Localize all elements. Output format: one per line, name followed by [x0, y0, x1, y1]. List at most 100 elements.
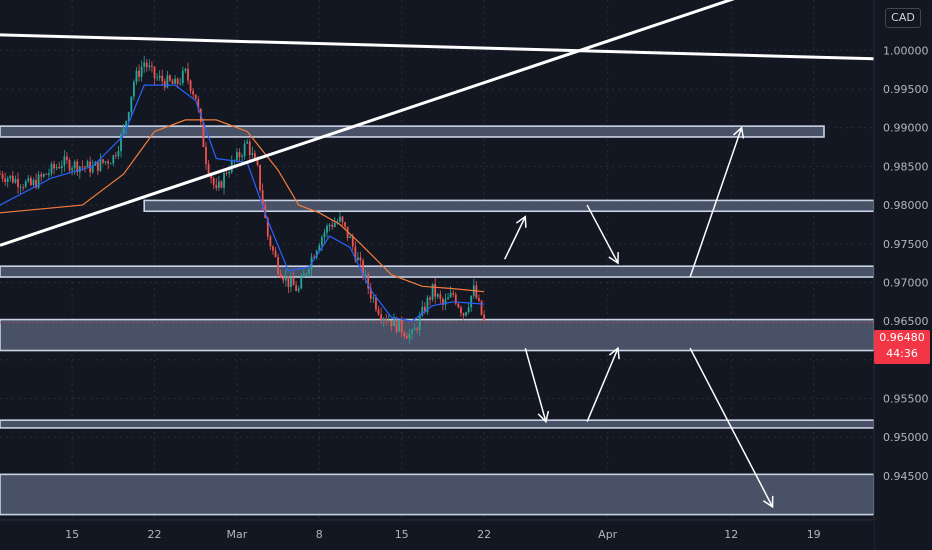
candle-body [320, 237, 323, 246]
projection-arrow [586, 347, 619, 423]
price-axis [874, 0, 932, 550]
candle-body [215, 184, 218, 189]
candle-body [423, 306, 426, 313]
candle-body [84, 166, 86, 168]
candle-body [202, 122, 205, 148]
candle-body [462, 313, 465, 316]
y-tick-label: 0.98500 [883, 160, 929, 173]
projection-arrowhead [537, 410, 550, 424]
candle-body [174, 78, 176, 84]
sr-zone [0, 419, 875, 429]
candle-body [153, 66, 156, 79]
candle-body [475, 285, 478, 299]
candle-body [145, 62, 148, 67]
candle-body [212, 178, 215, 185]
candle-body [122, 128, 125, 135]
candle-body [14, 179, 17, 183]
candle-body [254, 153, 256, 159]
candle-body [318, 245, 321, 251]
candle-body [467, 307, 470, 313]
candle-body [470, 295, 473, 308]
candle-body [364, 274, 367, 278]
candle-body [238, 152, 241, 158]
candle-body [138, 70, 140, 77]
candle-body [225, 172, 228, 174]
candle-body [261, 190, 264, 206]
currency-label[interactable]: CAD [885, 8, 921, 28]
candle-body [480, 300, 483, 315]
candle-body [400, 319, 403, 333]
candle-body [78, 166, 81, 173]
candle-body [351, 236, 354, 247]
candle-body [187, 68, 189, 81]
candle-body [413, 328, 416, 331]
candle-body [331, 224, 334, 227]
x-tick-label: 12 [724, 528, 738, 541]
candle-body [380, 314, 382, 321]
candle-body [217, 181, 220, 189]
y-tick-label: 0.96500 [883, 315, 929, 328]
candle-body [125, 120, 128, 129]
candle-body [22, 187, 25, 188]
candle-body [223, 172, 225, 188]
candle-body [272, 246, 274, 251]
projection-arrow [689, 347, 774, 508]
candle-body [228, 172, 231, 174]
candle-body [266, 217, 269, 237]
candle-body [369, 288, 372, 299]
candle-body [181, 70, 184, 84]
candle-body [58, 167, 61, 169]
x-tick-label: Apr [598, 528, 618, 541]
candle-body [243, 143, 246, 157]
candle-body [333, 223, 336, 227]
candle-body [449, 292, 452, 298]
candle-body [184, 68, 187, 71]
candle-body [156, 77, 158, 79]
x-tick-label: 15 [395, 528, 409, 541]
candle-body [305, 273, 308, 275]
candle-body [339, 216, 341, 222]
y-tick-label: 0.95500 [883, 393, 929, 406]
candle-body [37, 174, 40, 188]
candle-body [282, 277, 285, 281]
candle-body [385, 318, 388, 321]
candle-body [117, 151, 120, 157]
candle-body [259, 164, 261, 191]
candle-body [148, 65, 151, 67]
candle-body [102, 159, 104, 163]
projection-arrow [524, 348, 547, 422]
candle-body [107, 161, 110, 164]
candle-body [179, 83, 182, 84]
candle-body [236, 152, 238, 161]
candle-body [127, 112, 130, 121]
candle-body [210, 173, 213, 179]
candle-body [86, 161, 89, 167]
candle-body [1, 174, 4, 179]
candle-body [55, 167, 58, 169]
candle-body [341, 216, 344, 223]
trendline [0, 0, 735, 247]
projection-arrow [689, 127, 743, 278]
candle-body [454, 294, 457, 304]
candle-body [169, 75, 171, 81]
candle-body [460, 307, 462, 314]
candle-body [405, 336, 408, 339]
candle-body [408, 333, 411, 339]
candle-body [48, 173, 50, 175]
candle-body [295, 285, 298, 291]
candle-body [277, 256, 279, 274]
candle-body [42, 173, 45, 177]
y-tick-label: 0.98000 [883, 199, 929, 212]
candle-body [284, 276, 287, 281]
sr-zone [0, 265, 875, 278]
candle-body [372, 297, 375, 299]
trendline [0, 33, 875, 61]
candle-body [274, 250, 277, 257]
projection-arrowhead [732, 126, 745, 139]
candle-body [431, 283, 434, 300]
x-tick-label: 22 [148, 528, 162, 541]
candle-body [76, 161, 79, 173]
candle-body [313, 256, 316, 258]
candle-body [194, 94, 197, 100]
